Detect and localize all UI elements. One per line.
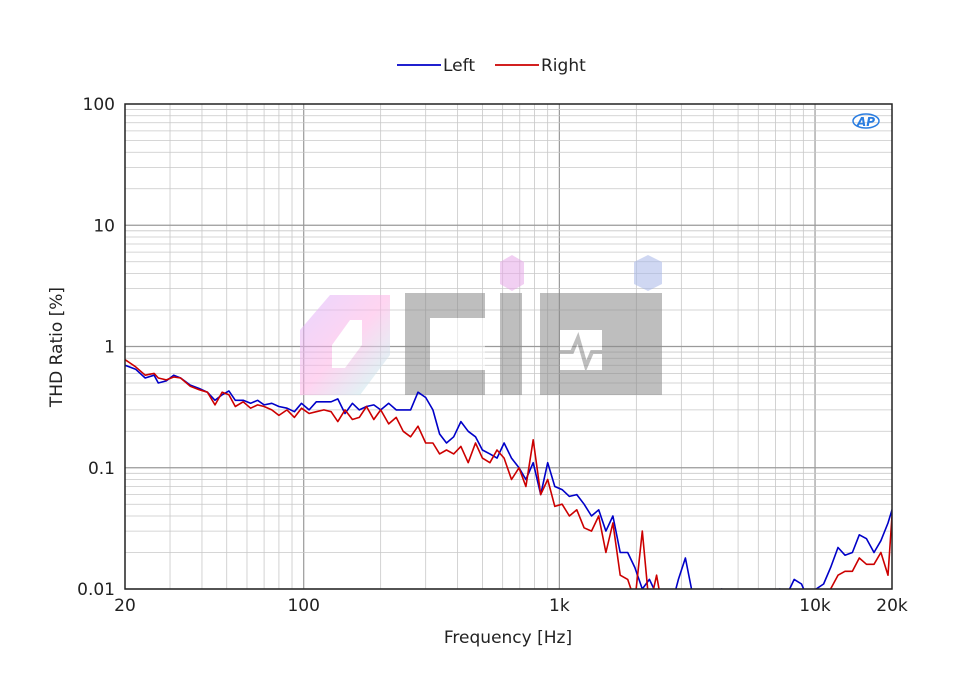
x-tick-label: 20k bbox=[876, 596, 908, 616]
x-tick-label: 10k bbox=[799, 596, 831, 616]
ap-logo: AP bbox=[852, 113, 880, 129]
series-line-right bbox=[125, 358, 892, 589]
y-axis-title: THD Ratio [%] bbox=[47, 287, 67, 408]
y-tick-label: 1 bbox=[104, 338, 115, 358]
legend: Left Right bbox=[397, 56, 586, 76]
y-tick-label: 100 bbox=[83, 95, 115, 115]
watermark-logo bbox=[300, 255, 662, 395]
svg-text:AP: AP bbox=[856, 115, 875, 129]
plot-frame bbox=[124, 103, 893, 590]
y-tick-label: 10 bbox=[93, 216, 115, 236]
x-tick-label: 20 bbox=[114, 596, 136, 616]
y-tick-label: 0.1 bbox=[88, 459, 115, 479]
y-tick-label: 0.01 bbox=[77, 580, 115, 600]
x-axis-title: Frequency [Hz] bbox=[444, 628, 572, 648]
legend-label-right: Right bbox=[541, 56, 586, 76]
x-tick-label: 1k bbox=[549, 596, 570, 616]
x-tick-label: 100 bbox=[287, 596, 319, 616]
legend-label-left: Left bbox=[443, 56, 475, 76]
